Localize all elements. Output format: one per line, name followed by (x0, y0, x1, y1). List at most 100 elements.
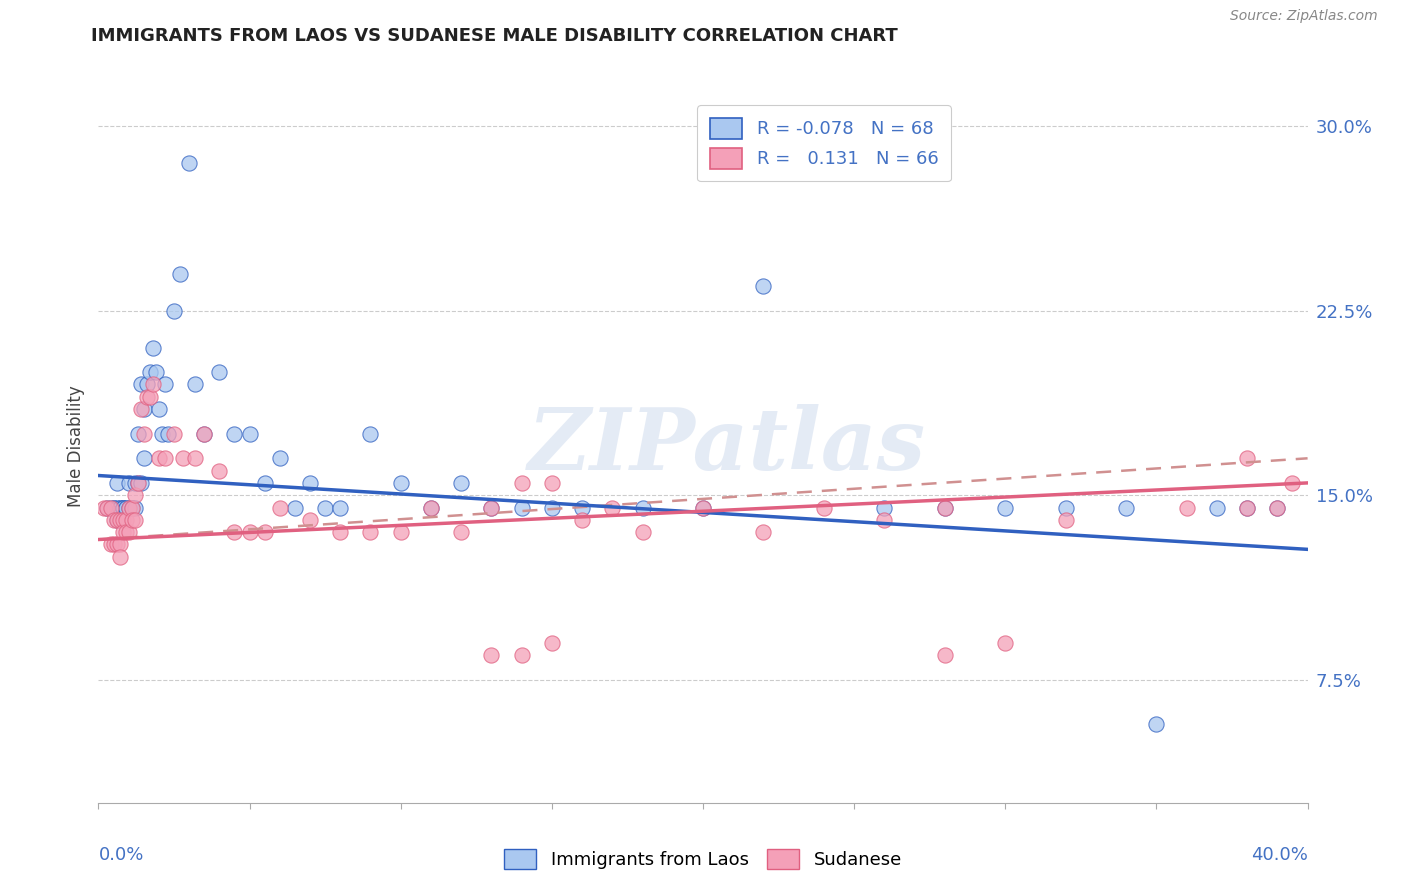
Point (1236, 500, 1258, 515)
Point (269, 500, 291, 515)
Point (118, 525, 141, 540)
Legend: Immigrants from Laos, Sudanese: Immigrants from Laos, Sudanese (495, 839, 911, 879)
Point (481, 500, 503, 515)
Point (1115, 500, 1137, 515)
Point (132, 426, 155, 441)
Point (127, 426, 149, 441)
Point (103, 513, 125, 527)
Point (156, 426, 179, 441)
Point (329, 525, 352, 540)
Point (510, 648, 533, 662)
Point (934, 500, 956, 515)
Point (103, 500, 125, 515)
Point (103, 537, 125, 551)
Point (389, 525, 412, 540)
Point (239, 426, 262, 441)
Point (329, 500, 352, 515)
Point (108, 500, 131, 515)
Point (450, 525, 472, 540)
Point (142, 341, 165, 355)
Point (124, 513, 146, 527)
Point (108, 500, 131, 515)
Point (153, 377, 176, 392)
Point (284, 500, 307, 515)
Point (111, 500, 134, 515)
Point (142, 377, 165, 392)
Point (108, 537, 131, 551)
Point (129, 402, 152, 417)
Point (103, 500, 125, 515)
Point (481, 500, 503, 515)
Point (118, 475, 141, 490)
Point (1281, 475, 1303, 490)
Point (253, 525, 276, 540)
Point (269, 451, 291, 466)
Point (127, 475, 149, 490)
Point (121, 500, 143, 515)
Point (111, 525, 134, 540)
Point (299, 513, 322, 527)
Point (752, 279, 775, 293)
Point (389, 475, 412, 490)
Point (873, 500, 896, 515)
Point (163, 303, 186, 318)
Text: ZIPatlas: ZIPatlas (529, 404, 927, 488)
Point (163, 426, 186, 441)
Point (1054, 500, 1077, 515)
Point (1267, 500, 1289, 515)
Point (692, 500, 714, 515)
Point (934, 500, 956, 515)
Point (193, 426, 215, 441)
Point (1236, 500, 1258, 515)
Point (184, 377, 207, 392)
Point (602, 500, 624, 515)
Point (129, 475, 152, 490)
Y-axis label: Male Disability: Male Disability (66, 385, 84, 507)
Point (105, 500, 128, 515)
Point (96, 500, 118, 515)
Point (540, 475, 562, 490)
Point (1267, 500, 1289, 515)
Point (145, 365, 167, 379)
Text: 0.0%: 0.0% (98, 846, 143, 863)
Point (934, 648, 956, 662)
Point (631, 500, 654, 515)
Point (111, 500, 134, 515)
Point (253, 475, 276, 490)
Point (873, 513, 896, 527)
Point (100, 500, 122, 515)
Point (360, 426, 382, 441)
Point (108, 549, 131, 564)
Point (105, 537, 128, 551)
Point (208, 365, 231, 379)
Point (148, 402, 170, 417)
Point (631, 525, 654, 540)
Point (239, 525, 262, 540)
Point (299, 475, 322, 490)
Point (224, 426, 246, 441)
Point (150, 426, 173, 441)
Point (571, 500, 593, 515)
Point (994, 636, 1017, 650)
Point (540, 636, 562, 650)
Point (450, 475, 472, 490)
Point (179, 156, 201, 170)
Point (172, 451, 194, 466)
Point (1206, 500, 1229, 515)
Point (1144, 717, 1167, 731)
Point (135, 390, 157, 404)
Point (105, 513, 128, 527)
Point (96, 500, 118, 515)
Point (124, 488, 146, 502)
Point (118, 500, 141, 515)
Point (121, 500, 143, 515)
Point (132, 451, 155, 466)
Point (148, 451, 170, 466)
Point (118, 500, 141, 515)
Point (481, 648, 503, 662)
Text: IMMIGRANTS FROM LAOS VS SUDANESE MALE DISABILITY CORRELATION CHART: IMMIGRANTS FROM LAOS VS SUDANESE MALE DI… (91, 27, 898, 45)
Text: 40.0%: 40.0% (1251, 846, 1308, 863)
Point (169, 267, 191, 281)
Point (193, 426, 215, 441)
Point (1236, 451, 1258, 466)
